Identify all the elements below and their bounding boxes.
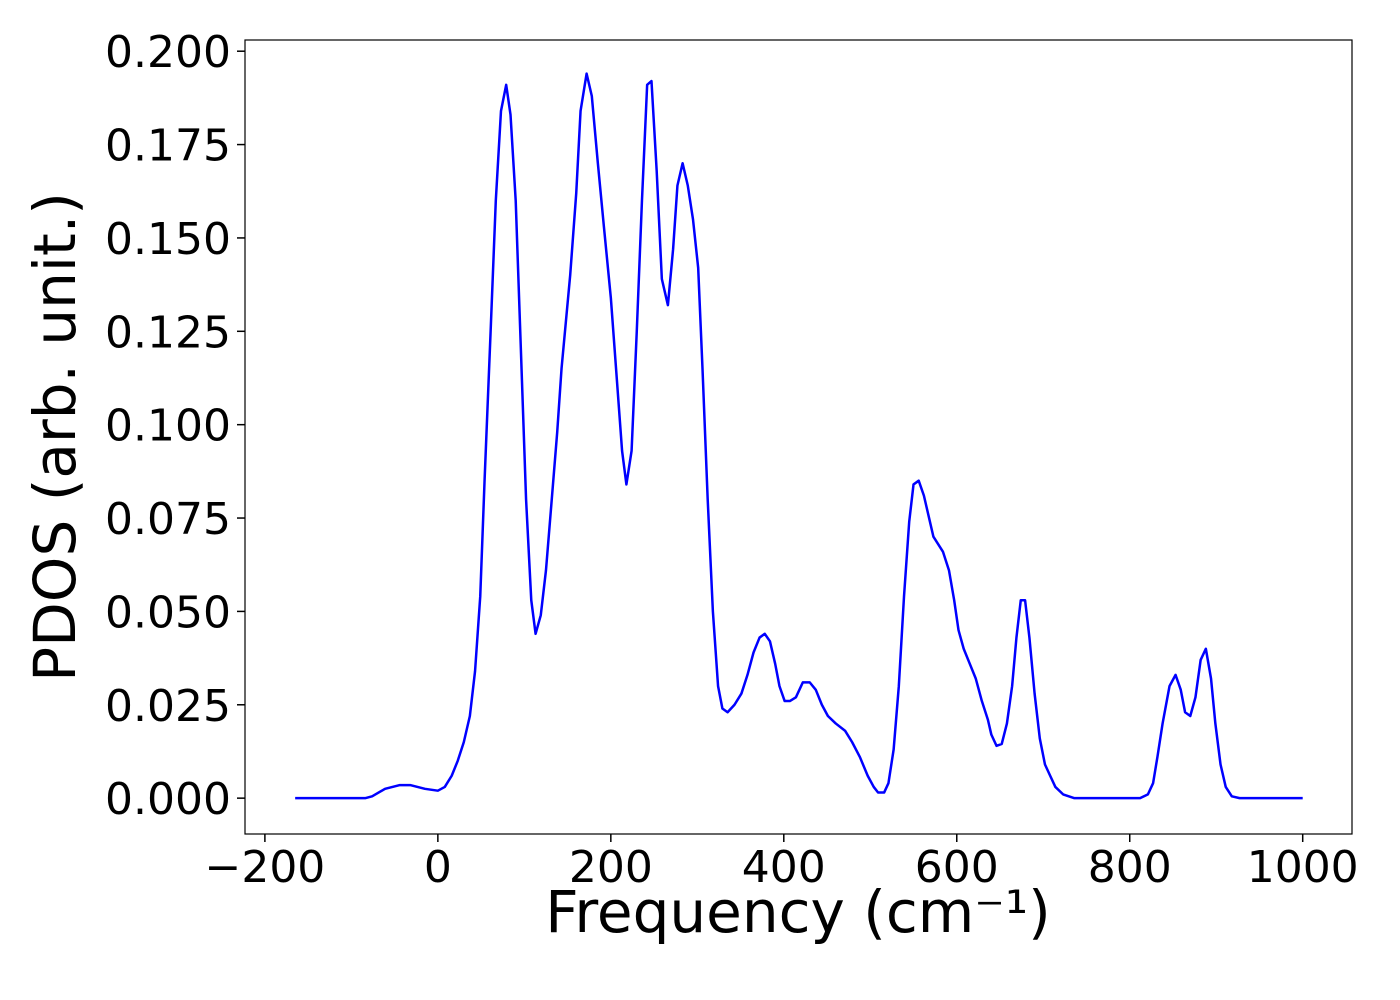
x-tick-label: 600 [915,842,999,893]
x-tick-label: −200 [204,842,325,893]
x-tick-label: 400 [742,842,826,893]
y-tick-label: 0.025 [105,681,231,732]
x-axis-label: Frequency (cm⁻¹) [545,878,1051,946]
y-tick-label: 0.125 [105,307,231,358]
x-tick-label: 800 [1088,842,1172,893]
x-tick-label: 1000 [1247,842,1359,893]
y-tick-label: 0.075 [105,494,231,545]
y-axis-label: PDOS (arb. unit.) [21,192,89,682]
y-tick-label: 0.150 [105,214,231,265]
y-tick-label: 0.100 [105,401,231,452]
y-tick-label: 0.000 [105,774,231,825]
line [295,72,1303,800]
y-tick-label: 0.175 [105,121,231,172]
x-tick-label: 0 [424,842,452,893]
x-tick-label: 200 [569,842,653,893]
y-tick-label: 0.050 [105,587,231,638]
plot-frame [244,39,1353,835]
y-tick-label: 0.200 [105,27,231,78]
